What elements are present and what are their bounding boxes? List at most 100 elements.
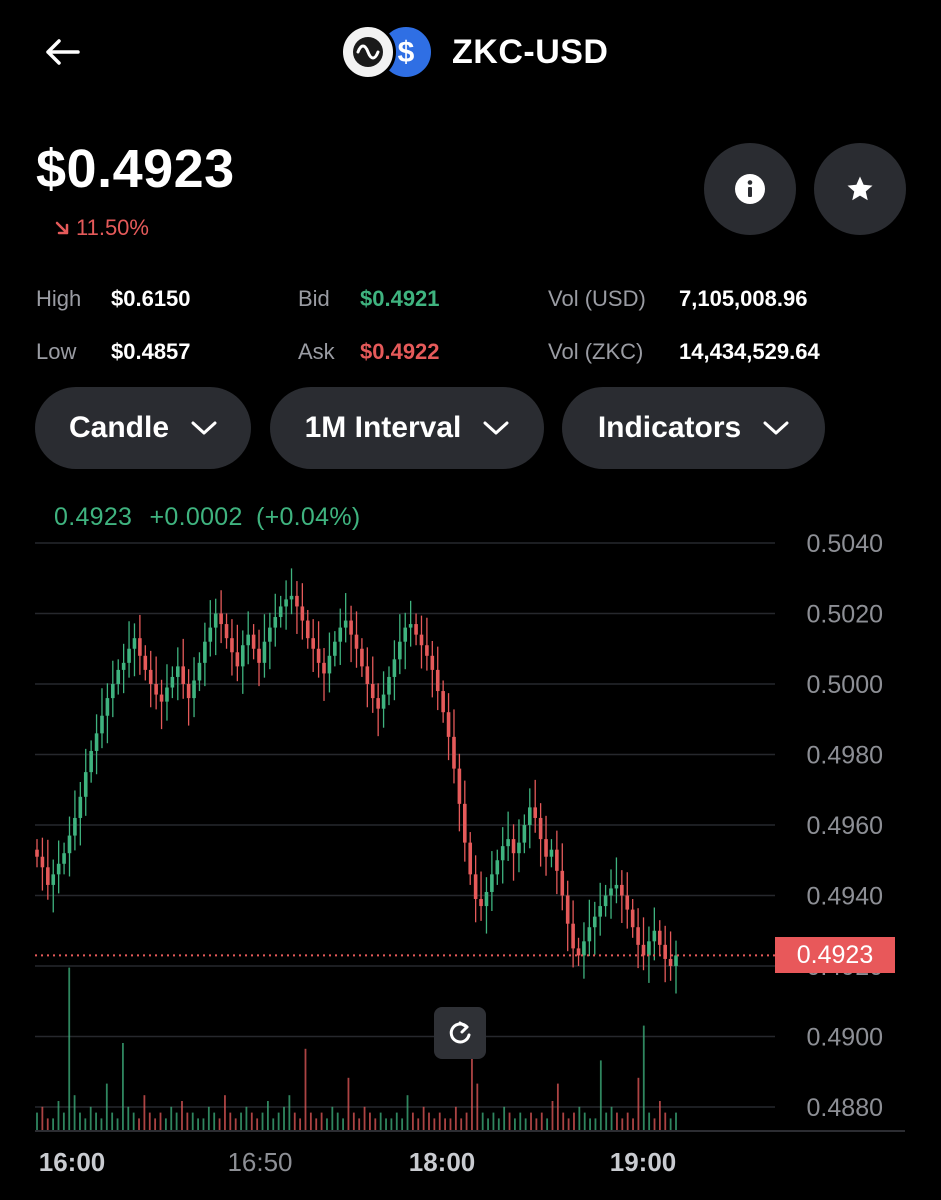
volume-bar bbox=[234, 1118, 237, 1130]
candle-body bbox=[165, 687, 169, 702]
volume-bar bbox=[326, 1118, 328, 1130]
candle-body bbox=[311, 638, 315, 649]
candle-body bbox=[544, 839, 548, 857]
chart-grid bbox=[35, 542, 775, 1108]
y-tick-label: 0.4980 bbox=[807, 742, 883, 770]
candle-body bbox=[630, 909, 635, 928]
volume-bar bbox=[320, 1112, 323, 1130]
volume-bar bbox=[191, 1112, 194, 1130]
candle-body bbox=[435, 669, 440, 692]
candle-body bbox=[322, 662, 326, 674]
volume-bar bbox=[62, 1112, 65, 1130]
volume-bar bbox=[653, 1118, 656, 1130]
volume-bar bbox=[573, 1112, 575, 1130]
candle-body bbox=[219, 613, 223, 625]
volume-bar bbox=[266, 1101, 269, 1130]
candle-body bbox=[419, 634, 424, 646]
volume-bar bbox=[261, 1112, 264, 1130]
volume-bar bbox=[610, 1106, 613, 1130]
y-axis-labels: 0.5040 0.5020 0.5000 0.4980 0.4960 0.4940 0.49… bbox=[807, 530, 883, 1122]
candle-body bbox=[175, 666, 180, 677]
chevron-down-icon bbox=[763, 421, 789, 435]
volume-bar bbox=[143, 1095, 146, 1130]
volume-bar bbox=[229, 1112, 232, 1130]
candle-body bbox=[511, 839, 516, 854]
volume-bar bbox=[503, 1106, 506, 1130]
reset-zoom-button[interactable] bbox=[434, 1007, 486, 1059]
volume-bar bbox=[379, 1112, 382, 1130]
volume-bar bbox=[406, 1095, 409, 1130]
refresh-icon bbox=[449, 1021, 471, 1044]
candle-body bbox=[257, 648, 261, 663]
volume-bar bbox=[41, 1106, 44, 1130]
volume-bar bbox=[336, 1112, 339, 1130]
candle-body bbox=[40, 856, 45, 868]
candle-body bbox=[360, 648, 364, 667]
candle-body bbox=[235, 652, 240, 667]
price-chart[interactable]: 0.5040 0.5020 0.5000 0.4980 0.4960 0.4940 0.49… bbox=[0, 530, 941, 1200]
volume-bar bbox=[524, 1118, 527, 1130]
x-tick-label: 16:00 bbox=[39, 1147, 106, 1177]
volume-bar bbox=[304, 1048, 307, 1130]
volume-bar bbox=[390, 1118, 393, 1130]
candle-body bbox=[262, 641, 267, 663]
y-tick-label: 0.5000 bbox=[807, 671, 883, 699]
candle-body bbox=[295, 595, 299, 607]
volume-bar bbox=[347, 1077, 350, 1130]
chart-last-value: 0.4923 bbox=[54, 503, 133, 531]
candle-body bbox=[668, 958, 673, 966]
volume-bar bbox=[530, 1112, 532, 1130]
candle-body bbox=[506, 839, 510, 847]
candle-body bbox=[192, 680, 196, 699]
candle-body bbox=[338, 627, 343, 642]
candle-body bbox=[89, 750, 93, 773]
candle-body bbox=[381, 694, 386, 709]
volume-bar bbox=[535, 1118, 538, 1130]
interval-dropdown[interactable]: 1M Interval bbox=[270, 387, 544, 469]
volume-bar bbox=[352, 1112, 355, 1130]
volume-bar bbox=[642, 1025, 645, 1130]
back-button[interactable] bbox=[38, 30, 86, 74]
candle-body bbox=[560, 870, 565, 896]
chart-type-dropdown[interactable]: Candle bbox=[35, 387, 251, 469]
candle-body bbox=[143, 655, 148, 670]
candle-body bbox=[484, 891, 489, 907]
candle-body bbox=[132, 638, 137, 649]
candle-body bbox=[392, 659, 397, 677]
volume-bar bbox=[471, 1014, 473, 1130]
volume-bars bbox=[36, 967, 677, 1130]
info-button[interactable] bbox=[704, 143, 796, 235]
candle-body bbox=[83, 772, 88, 797]
volume-bar bbox=[675, 1112, 677, 1130]
volume-bar bbox=[170, 1106, 173, 1130]
candle-body bbox=[230, 638, 234, 653]
favorite-button[interactable] bbox=[814, 143, 906, 235]
indicators-label: Indicators bbox=[597, 411, 742, 444]
last-price-tag: 0.4923 bbox=[775, 937, 895, 973]
candle-body bbox=[527, 807, 532, 825]
volume-bar bbox=[207, 1106, 210, 1130]
candle-body bbox=[620, 884, 624, 896]
volume-bar bbox=[277, 1112, 280, 1130]
volume-bar bbox=[122, 1043, 124, 1130]
volume-bar bbox=[159, 1112, 162, 1130]
indicators-dropdown[interactable]: Indicators bbox=[562, 387, 825, 469]
candle-body bbox=[111, 684, 115, 699]
candle-body bbox=[273, 617, 278, 628]
volume-bar bbox=[164, 1118, 167, 1130]
candle-body bbox=[240, 645, 245, 667]
vol-usd-value: 7,105,008.96 bbox=[679, 286, 808, 311]
star-icon bbox=[847, 176, 873, 201]
volume-bar bbox=[240, 1112, 242, 1130]
candle-body bbox=[592, 916, 597, 928]
volume-bar bbox=[374, 1118, 377, 1130]
candle-body bbox=[289, 595, 294, 600]
volume-bar bbox=[594, 1118, 597, 1130]
volume-bar bbox=[57, 1101, 60, 1130]
candle-body bbox=[663, 944, 667, 959]
volume-bar bbox=[438, 1112, 441, 1130]
candle-body bbox=[78, 796, 83, 818]
candle-body bbox=[408, 624, 413, 628]
volume-bar bbox=[476, 1083, 479, 1130]
volume-bar bbox=[148, 1112, 151, 1130]
